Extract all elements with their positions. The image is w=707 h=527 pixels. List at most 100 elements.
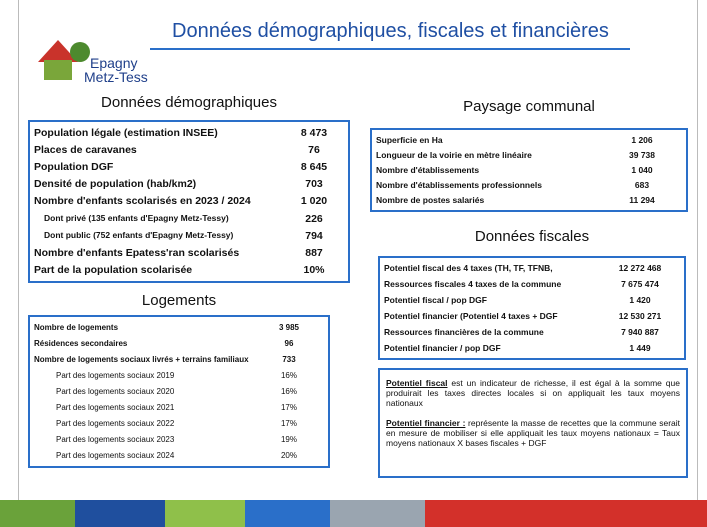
row-label: Nombre de logements [34, 322, 119, 332]
table-row: Nombre d'enfants scolarisés en 2023 / 20… [34, 195, 344, 207]
table: Potentiel fiscal des 4 taxes (TH, TF, TF… [378, 256, 686, 360]
row-label: Nombre d'enfants Epatess'ran scolarisés [34, 247, 240, 260]
table-row: Nombre de logements sociaux livrés + ter… [34, 355, 324, 364]
table-row: Potentiel fiscal / pop DGF 1 420 [384, 295, 680, 305]
table-row: Dont public (752 enfants d'Epagny Metz-T… [34, 230, 344, 242]
table-row: Nombre de logements 3 985 [34, 323, 324, 332]
table-row: Nombre d'enfants Epatess'ran scolarisés 8… [34, 247, 344, 259]
row-value: 10% [303, 264, 325, 277]
row-value: 226 [305, 212, 323, 225]
row-value: 733 [282, 354, 296, 364]
table-row: Part de la population scolarisée 10% [34, 264, 344, 276]
row-label: Nombre de logements sociaux livrés + ter… [34, 354, 249, 364]
row-value: 794 [305, 229, 323, 242]
row-value: 16% [280, 370, 297, 380]
table: Superficie en Ha 1 206 Longueur de la voir… [370, 128, 688, 212]
note-text: représente la masse de recettes que la c… [386, 418, 680, 448]
title-rule [150, 48, 630, 50]
row-label: Potentiel financier / pop DGF [384, 343, 501, 353]
table-row: Potentiel financier / pop DGF 1 449 [384, 343, 680, 353]
row-label: Nombre de postes salariés [376, 195, 485, 206]
note: Potentiel financier : représente la mass… [386, 418, 680, 448]
row-value: 3 985 [278, 322, 300, 332]
table-row: Population DGF 8 645 [34, 161, 344, 173]
table-row: Potentiel fiscal des 4 taxes (TH, TF, TF… [384, 263, 680, 273]
table-row: Densité de population (hab/km2) 703 [34, 178, 344, 190]
row-value: 7 675 474 [621, 279, 659, 289]
table: Population légale (estimation INSEE) 8 47… [28, 120, 350, 283]
border [697, 0, 698, 500]
row-label: Dont public (752 enfants d'Epagny Metz-T… [44, 229, 234, 240]
color-bar [0, 500, 707, 527]
table-row: Superficie en Ha 1 206 [376, 135, 682, 145]
row-value: 8 645 [300, 161, 328, 174]
row-value: 39 738 [629, 149, 655, 160]
notes: Potentiel fiscal est un indicateur de ri… [378, 368, 688, 478]
border [18, 0, 19, 500]
table-row: Longueur de la voirie en mètre linéaire 3… [376, 150, 682, 160]
row-label: Résidences secondaires [34, 338, 128, 348]
table: Nombre de logements 3 985 Résidences secon… [28, 315, 330, 468]
row-label: Population légale (estimation INSEE) [34, 126, 218, 139]
row-label: Ressources financières de la commune [384, 327, 544, 337]
row-value: 887 [305, 247, 323, 260]
row-label: Dont privé (135 enfants d'Epagny Metz-Te… [44, 212, 229, 223]
row-value: 17% [280, 419, 297, 429]
row-label: Part des logements sociaux 2022 [56, 419, 175, 429]
row-label: Part des logements sociaux 2021 [56, 403, 175, 413]
row-label: Part des logements sociaux 2023 [56, 435, 175, 445]
table-row: Part des logements sociaux 2020 16% [34, 387, 324, 396]
section-heading: Logements [141, 292, 217, 309]
row-value: 8 473 [300, 126, 328, 139]
section-heading: Paysage communal [463, 98, 595, 115]
row-label: Nombre d'établissements professionnels [376, 180, 542, 191]
row-value: 1 206 [631, 134, 653, 145]
row-value: 1 449 [629, 343, 651, 353]
row-value: 1 420 [629, 295, 651, 305]
row-value: 17% [280, 403, 297, 413]
table-row: Part des logements sociaux 2019 16% [34, 371, 324, 380]
row-value: 683 [634, 180, 650, 191]
logo: Epagny Metz-Tessy [38, 40, 148, 85]
row-label: Part de la population scolarisée [34, 264, 193, 277]
row-value: 20% [280, 451, 297, 461]
note-text: est un indicateur de richesse, il est ég… [386, 378, 680, 408]
row-value: 96 [284, 338, 294, 348]
table-row: Résidences secondaires 96 [34, 339, 324, 348]
table-row: Ressources fiscales 4 taxes de la commun… [384, 279, 680, 289]
row-label: Potentiel financier (Potentiel 4 taxes +… [384, 311, 558, 321]
table-row: Nombre d'établissements 1 040 [376, 165, 682, 175]
section-heading: Données démographiques [101, 94, 277, 111]
row-label: Densité de population (hab/km2) [34, 178, 197, 191]
table-row: Part des logements sociaux 2024 20% [34, 451, 324, 460]
table-row: Part des logements sociaux 2022 17% [34, 419, 324, 428]
row-value: 1 020 [300, 195, 328, 208]
row-label: Part des logements sociaux 2019 [56, 370, 175, 380]
row-value: 12 530 271 [618, 311, 662, 321]
row-label: Superficie en Ha [376, 134, 443, 145]
table-row: Part des logements sociaux 2021 17% [34, 403, 324, 412]
table-row: Dont privé (135 enfants d'Epagny Metz-Te… [34, 213, 344, 225]
table-row: Ressources financières de la commune 7 94… [384, 327, 680, 337]
row-value: 16% [280, 386, 297, 396]
row-value: 7 940 887 [621, 327, 659, 337]
row-label: Part des logements sociaux 2020 [56, 386, 175, 396]
row-label: Potentiel fiscal des 4 taxes (TH, TF, TF… [384, 263, 553, 273]
table-row: Population légale (estimation INSEE) 8 47… [34, 127, 344, 139]
row-value: 76 [308, 143, 320, 156]
note: Potentiel fiscal est un indicateur de ri… [386, 378, 680, 408]
logo-text: Metz-Tessy [84, 69, 148, 85]
row-label: Places de caravanes [34, 143, 137, 156]
row-value: 11 294 [629, 195, 655, 206]
note-term: Potentiel fiscal [386, 378, 448, 388]
table-row: Places de caravanes 76 [34, 144, 344, 156]
table-row: Nombre de postes salariés 11 294 [376, 195, 682, 205]
section-heading: Données fiscales [474, 228, 590, 245]
row-label: Population DGF [34, 161, 114, 174]
row-value: 703 [305, 178, 323, 191]
table-row: Nombre d'établissements professionnels 68… [376, 180, 682, 190]
row-value: 12 272 468 [618, 263, 662, 273]
row-value: 1 040 [631, 164, 653, 175]
row-label: Part des logements sociaux 2024 [56, 451, 175, 461]
